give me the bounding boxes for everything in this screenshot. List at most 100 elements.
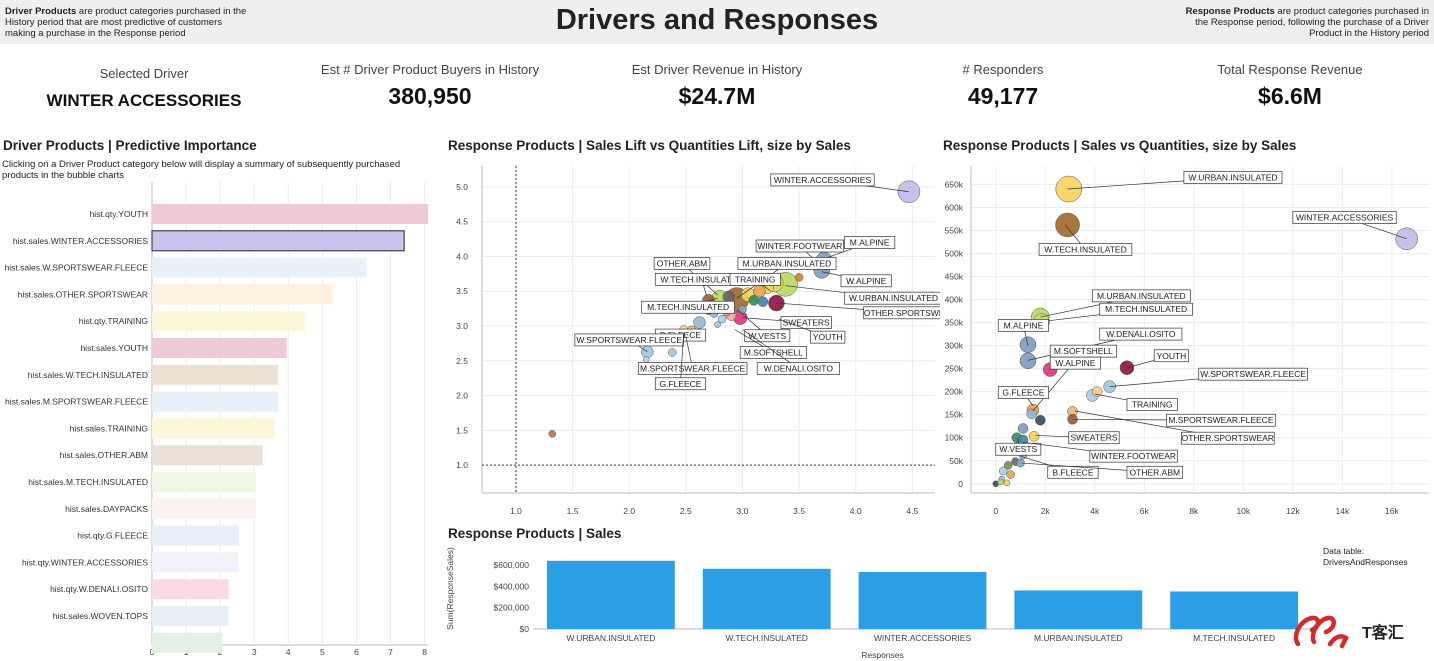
importance-row-label[interactable]: hist.qty.W.DENALI.OSITO — [50, 584, 148, 594]
bubble-label: W.VESTS — [995, 438, 1042, 456]
importance-bar[interactable] — [152, 579, 229, 600]
importance-row[interactable]: hist.qty.W.DENALI.OSITO — [50, 579, 229, 600]
bubble[interactable] — [1017, 423, 1029, 434]
bubble[interactable] — [738, 305, 747, 314]
label-box — [770, 173, 875, 187]
label-text: W.ALPINE — [846, 276, 886, 286]
sales-bar[interactable] — [858, 571, 987, 629]
importance-row-label[interactable]: hist.qty.G.FLEECE — [77, 531, 148, 541]
importance-bar[interactable] — [151, 230, 405, 252]
importance-row[interactable]: hist.sales.W.TECH.INSULATED — [28, 364, 279, 385]
importance-bar[interactable] — [152, 284, 333, 305]
bubble[interactable] — [642, 356, 650, 363]
importance-row-label[interactable]: hist.sales.WINTER.ACCESSORIES — [13, 236, 148, 246]
sales-bar[interactable] — [702, 568, 831, 629]
importance-row-label[interactable]: hist.sales.TRAINING — [70, 423, 148, 433]
page-title: Drivers and Responses — [555, 4, 879, 36]
importance-row-label[interactable]: hist.qty.WINTER.ACCESSORIES — [22, 557, 148, 567]
importance-bar[interactable] — [152, 391, 279, 412]
importance-row-label[interactable]: hist.sales.DAYPACKS — [65, 504, 148, 514]
importance-bar[interactable] — [152, 418, 275, 439]
importance-row-label[interactable]: hist.sales.OTHER.SPORTSWEAR — [18, 289, 148, 299]
sales-bar[interactable] — [1014, 590, 1143, 629]
bubble[interactable] — [1119, 360, 1135, 375]
bubble[interactable] — [1028, 431, 1040, 442]
importance-bar[interactable] — [152, 204, 428, 224]
importance-row[interactable]: hist.sales.YOUTH — [80, 338, 287, 358]
importance-row[interactable]: hist.sales.M.TECH.INSULATED — [28, 472, 256, 492]
importance-row-label[interactable]: hist.sales.WOVEN.TOPS — [53, 611, 149, 621]
driver-products-term: Driver Products — [5, 6, 77, 17]
bubble[interactable] — [1006, 470, 1015, 479]
importance-bar[interactable] — [152, 338, 287, 358]
kpi-value: 380,950 — [388, 83, 472, 109]
importance-row[interactable]: hist.sales.W.SPORTSWEAR.FLEECE — [5, 257, 367, 278]
x-tick-label: 3 — [252, 647, 257, 657]
bubble-label: TRAINING — [1094, 393, 1178, 411]
bubble-label: WINTER.ACCESSORIES — [770, 173, 909, 193]
importance-bar[interactable] — [152, 632, 222, 653]
bubble[interactable] — [693, 316, 706, 329]
importance-row[interactable]: hist.sales.WOVEN.TOPS — [53, 606, 229, 626]
bubble-label: SWEATERS — [1035, 431, 1120, 445]
bubble[interactable] — [668, 348, 677, 357]
importance-bar[interactable] — [152, 525, 239, 546]
importance-row-label[interactable]: hist.sales.M.SPORTSWEAR.FLEECE — [5, 397, 148, 407]
bubble[interactable] — [1055, 212, 1080, 238]
importance-row[interactable]: hist.sales.OTHER.SPORTSWEAR — [18, 284, 333, 305]
importance-row-label[interactable]: hist.sales.W.SPORTSWEAR.FLEECE — [5, 263, 149, 273]
importance-bar[interactable] — [152, 257, 367, 278]
importance-row-label[interactable]: hist.qty.YOUTH — [90, 209, 148, 219]
response-products-term: Response Products — [1185, 6, 1275, 17]
y-tick-label: 100k — [945, 433, 964, 443]
importance-row-label[interactable]: hist.sales.W.TECH.INSULATED — [28, 370, 148, 380]
importance-bar[interactable] — [152, 498, 256, 519]
importance-row-label[interactable]: hist.sales.M.TECH.INSULATED — [28, 477, 148, 487]
bubble[interactable] — [748, 295, 760, 306]
label-text: YOUTH — [813, 332, 843, 342]
importance-row-label[interactable]: hist.qty.TRAINING — [79, 316, 148, 326]
importance-bar[interactable] — [152, 311, 306, 332]
importance-row-label[interactable]: hist.sales.OTHER.ABM — [60, 450, 148, 460]
bubble[interactable] — [1026, 408, 1037, 420]
importance-row[interactable]: hist.sales.OTHER.ABM — [60, 445, 263, 466]
importance-bar[interactable] — [152, 472, 256, 492]
bubble[interactable] — [757, 296, 769, 307]
importance-bar[interactable] — [152, 552, 239, 573]
importance-row[interactable]: hist.sales.WINTER.ACCESSORIES — [13, 230, 405, 252]
importance-row[interactable]: hist.qty.WINTER.ACCESSORIES — [22, 552, 239, 573]
label-box — [863, 306, 940, 320]
response-products-description: Response Products are product categories… — [1174, 6, 1429, 39]
sales-bar[interactable] — [1170, 591, 1298, 629]
importance-row[interactable]: hist.qty.TRAINING — [79, 311, 306, 332]
importance-row[interactable]: hist.sales.TRAINING — [70, 418, 275, 439]
bubble[interactable] — [1019, 352, 1037, 370]
bubble[interactable] — [1395, 227, 1418, 251]
importance-row[interactable]: hist.sales.M.SPORTSWEAR.FLEECE — [5, 391, 279, 412]
bubble[interactable] — [1035, 414, 1046, 426]
brand-logo: T客汇 — [1293, 615, 1404, 649]
bubble[interactable] — [998, 466, 1008, 476]
bubble[interactable] — [794, 273, 804, 282]
bubble[interactable] — [714, 321, 721, 328]
importance-bar[interactable] — [152, 364, 279, 385]
y-axis-title: Sum(ResponseSales) — [445, 547, 455, 630]
importance-row-label[interactable]: hist.sales.YOUTH — [80, 343, 148, 353]
importance-row[interactable] — [152, 632, 222, 653]
label-text: W.TECH.INSULATED — [1044, 244, 1127, 254]
x-tick-label: 14k — [1335, 506, 1349, 516]
importance-row[interactable]: hist.qty.G.FLEECE — [77, 525, 239, 546]
importance-bar[interactable] — [152, 445, 263, 466]
importance-bar[interactable] — [152, 606, 229, 626]
bubble[interactable] — [1003, 461, 1013, 470]
importance-row[interactable]: hist.qty.YOUTH — [90, 204, 428, 224]
sales-bar[interactable] — [547, 560, 675, 629]
bubble[interactable] — [1003, 479, 1011, 487]
label-box — [755, 239, 844, 253]
bubble[interactable] — [1103, 380, 1116, 393]
bubble[interactable] — [717, 314, 727, 324]
importance-row[interactable]: hist.sales.DAYPACKS — [65, 498, 256, 519]
label-text: OTHER.SPORTSWEAR — [864, 308, 940, 318]
bubble[interactable] — [997, 478, 1004, 486]
bubble[interactable] — [548, 430, 556, 438]
